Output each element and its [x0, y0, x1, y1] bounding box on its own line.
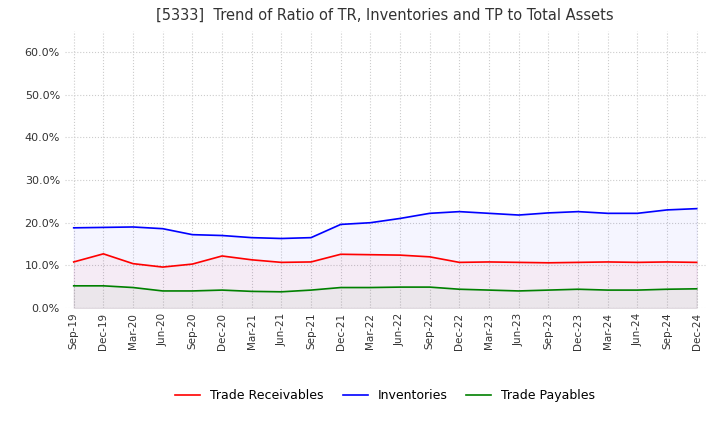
Inventories — [514, 213, 523, 218]
Trade Receivables — [426, 254, 434, 260]
Trade Receivables — [514, 260, 523, 265]
Trade Receivables — [603, 259, 612, 264]
Trade Payables — [158, 288, 167, 293]
Line: Inventories: Inventories — [73, 209, 697, 238]
Trade Payables — [633, 287, 642, 293]
Trade Receivables — [574, 260, 582, 265]
Inventories — [129, 224, 138, 230]
Inventories — [307, 235, 315, 240]
Line: Trade Payables: Trade Payables — [73, 286, 697, 292]
Trade Payables — [307, 287, 315, 293]
Trade Payables — [514, 288, 523, 293]
Title: [5333]  Trend of Ratio of TR, Inventories and TP to Total Assets: [5333] Trend of Ratio of TR, Inventories… — [156, 7, 614, 23]
Trade Receivables — [455, 260, 464, 265]
Inventories — [248, 235, 256, 240]
Trade Payables — [485, 287, 493, 293]
Trade Payables — [69, 283, 78, 289]
Inventories — [158, 226, 167, 231]
Trade Receivables — [158, 264, 167, 270]
Trade Payables — [396, 285, 405, 290]
Trade Payables — [426, 285, 434, 290]
Trade Receivables — [693, 260, 701, 265]
Trade Payables — [99, 283, 108, 289]
Trade Receivables — [396, 253, 405, 258]
Trade Payables — [217, 287, 226, 293]
Inventories — [693, 206, 701, 211]
Trade Payables — [544, 287, 553, 293]
Inventories — [69, 225, 78, 231]
Trade Receivables — [662, 259, 671, 264]
Inventories — [603, 211, 612, 216]
Trade Payables — [662, 286, 671, 292]
Inventories — [633, 211, 642, 216]
Trade Payables — [574, 286, 582, 292]
Trade Receivables — [277, 260, 286, 265]
Trade Payables — [455, 286, 464, 292]
Inventories — [544, 210, 553, 216]
Inventories — [455, 209, 464, 214]
Inventories — [336, 222, 345, 227]
Inventories — [217, 233, 226, 238]
Trade Receivables — [485, 259, 493, 264]
Trade Receivables — [188, 261, 197, 267]
Trade Receivables — [69, 259, 78, 264]
Inventories — [396, 216, 405, 221]
Trade Receivables — [129, 261, 138, 266]
Inventories — [99, 225, 108, 230]
Trade Receivables — [336, 252, 345, 257]
Inventories — [366, 220, 374, 225]
Trade Receivables — [248, 257, 256, 262]
Trade Payables — [603, 287, 612, 293]
Legend: Trade Receivables, Inventories, Trade Payables: Trade Receivables, Inventories, Trade Pa… — [170, 384, 600, 407]
Trade Receivables — [544, 260, 553, 265]
Inventories — [485, 211, 493, 216]
Trade Payables — [693, 286, 701, 291]
Line: Trade Receivables: Trade Receivables — [73, 254, 697, 267]
Trade Payables — [188, 288, 197, 293]
Trade Receivables — [99, 251, 108, 257]
Trade Receivables — [366, 252, 374, 257]
Trade Receivables — [633, 260, 642, 265]
Inventories — [662, 207, 671, 213]
Inventories — [574, 209, 582, 214]
Trade Receivables — [217, 253, 226, 259]
Trade Payables — [129, 285, 138, 290]
Inventories — [277, 236, 286, 241]
Trade Receivables — [307, 259, 315, 264]
Trade Payables — [248, 289, 256, 294]
Trade Payables — [336, 285, 345, 290]
Trade Payables — [366, 285, 374, 290]
Inventories — [188, 232, 197, 237]
Trade Payables — [277, 289, 286, 294]
Inventories — [426, 211, 434, 216]
